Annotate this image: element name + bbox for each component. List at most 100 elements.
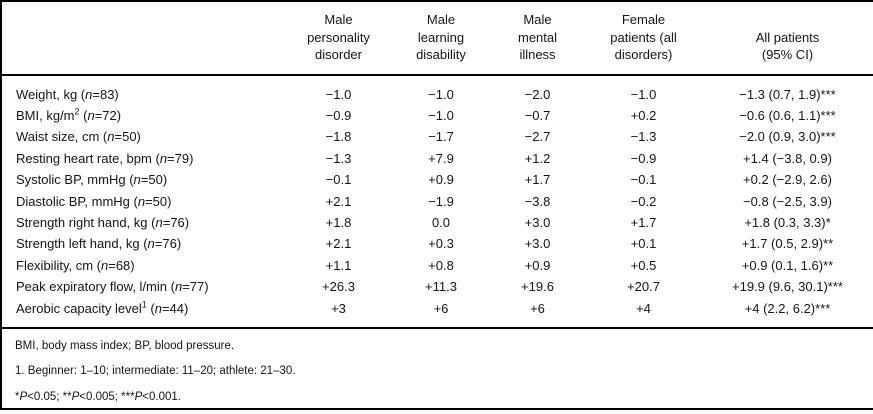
row-label: Aerobic capacity level1 (n=44): [16, 299, 189, 316]
value-cell: +1.7: [630, 214, 657, 230]
value-cell: −0.8 (−2.5, 3.9): [743, 193, 832, 209]
footnote-significance: *P<0.05; **P<0.005; ***P<0.001.: [15, 391, 873, 404]
row-label: Strength left hand, kg (n=76): [16, 236, 182, 252]
superscript: 2: [74, 106, 80, 117]
table-row: Resting heart rate, bpm (n=79) −1.3 +7.9 +1…: [2, 148, 873, 169]
value-cell: −1.3 (0.7, 1.9)***: [739, 86, 836, 102]
value-cell: +1.7: [524, 172, 551, 188]
results-table: Male personality disorder Male learning …: [2, 2, 873, 329]
value-cell: +4 (2.2, 6.2)***: [744, 300, 831, 316]
value-cell: +1.4 (−3.8, 0.9): [743, 150, 832, 166]
value-cell: +0.3: [428, 236, 454, 252]
row-label: Systolic BP, mmHg (n=50): [16, 172, 168, 188]
sig-star-1: *: [15, 390, 20, 403]
column-header-all-patients: All patients (95% CI): [702, 2, 873, 76]
sig-p-3: P: [134, 390, 143, 403]
superscript: 1: [141, 299, 147, 310]
table-row: Strength right hand, kg (n=76) +1.8 0.0 +3.…: [2, 212, 873, 233]
row-label: Weight, kg (n=83): [16, 86, 119, 102]
table-row: Flexibility, cm (n=68) +1.1 +0.8 +0.9 +0.5 +0…: [2, 255, 873, 276]
row-label: Resting heart rate, bpm (n=79): [16, 150, 194, 166]
value-cell: +26.3: [322, 279, 355, 295]
n-symbol: n: [155, 214, 163, 230]
value-cell: +2.1: [325, 193, 352, 209]
value-cell: +6: [530, 300, 545, 316]
value-cell: −0.7: [524, 107, 551, 123]
value-cell: −1.3: [325, 150, 352, 166]
row-label: Waist size, cm (n=50): [16, 129, 141, 145]
value-cell: +19.6: [521, 279, 554, 295]
value-cell: −3.8: [524, 193, 551, 209]
value-cell: −2.0 (0.9, 3.0)***: [739, 129, 836, 145]
value-cell: −1.9: [428, 193, 454, 209]
value-cell: 0.0: [431, 214, 451, 230]
sig-val-3: <0.001.: [142, 390, 181, 403]
column-header-male-learning-disability: Male learning disability: [392, 2, 490, 76]
value-cell: +1.8: [325, 214, 352, 230]
table-row: BMI, kg/m2 (n=72) −0.9 −1.0 −0.7 +0.2 −0.6 (0…: [2, 105, 873, 126]
value-cell: −1.8: [325, 129, 352, 145]
column-header-female-patients: Female patients (all disorders): [585, 2, 702, 76]
value-cell: +3.0: [524, 236, 551, 252]
table-row: Weight, kg (n=83) −1.0 −1.0 −2.0 −1.0 −1.3 (0…: [2, 75, 873, 105]
table-row: Aerobic capacity level1 (n=44) +3 +6 +6 +4 +4…: [2, 298, 873, 328]
n-symbol: n: [147, 236, 155, 252]
table-header: Male personality disorder Male learning …: [2, 2, 873, 76]
value-cell: +7.9: [428, 150, 454, 166]
footnote-scale: 1. Beginner: 1–10; intermediate: 11–20; …: [15, 365, 296, 378]
value-cell: +1.7 (0.5, 2.9)**: [741, 236, 834, 252]
value-cell: −2.0: [524, 86, 551, 102]
value-cell: −1.0: [428, 86, 454, 102]
value-cell: +11.3: [425, 279, 457, 295]
row-label: Strength right hand, kg (n=76): [16, 214, 190, 230]
value-cell: +1.2: [524, 150, 551, 166]
sig-p-2: P: [71, 390, 80, 403]
value-cell: −0.1: [325, 172, 352, 188]
value-cell: +6: [433, 300, 449, 316]
value-cell: −1.3: [630, 129, 657, 145]
value-cell: −1.7: [428, 129, 454, 145]
row-label: Diastolic BP, mmHg (n=50): [16, 193, 172, 209]
value-cell: +19.9 (9.6, 30.1)***: [732, 279, 843, 295]
value-cell: +4: [636, 300, 651, 316]
value-cell: +0.5: [630, 257, 657, 273]
value-cell: +0.2 (−2.9, 2.6): [743, 172, 832, 188]
value-cell: −0.2: [630, 193, 657, 209]
n-symbol: n: [87, 107, 95, 123]
value-cell: −1.0: [325, 86, 352, 102]
value-cell: +0.1: [630, 236, 657, 252]
n-symbol: n: [101, 257, 109, 273]
results-table-body: Weight, kg (n=83) −1.0 −1.0 −2.0 −1.0 −1.3 (0…: [2, 75, 873, 328]
n-symbol: n: [174, 279, 183, 295]
value-cell: +20.7: [627, 279, 660, 295]
n-symbol: n: [137, 193, 146, 209]
value-cell: −2.7: [524, 129, 551, 145]
n-symbol: n: [133, 172, 141, 188]
footnotes: BMI, body mass index; BP, blood pressure…: [2, 329, 873, 404]
table-row: Diastolic BP, mmHg (n=50) +2.1 −1.9 −3.8 −0.…: [2, 191, 873, 212]
value-cell: +0.8: [428, 257, 454, 273]
value-cell: +2.1: [325, 236, 352, 252]
table-row: Strength left hand, kg (n=76) +2.1 +0.3 +3.…: [2, 233, 873, 254]
value-cell: −0.9: [325, 107, 352, 123]
value-cell: +3: [331, 300, 346, 316]
row-label: BMI, kg/m2 (n=72): [16, 106, 122, 123]
value-cell: +0.9 (0.1, 1.6)**: [741, 257, 834, 273]
footnote-abbreviations: BMI, body mass index; BP, blood pressure…: [15, 339, 235, 352]
sig-p-1: P: [19, 390, 28, 403]
row-label: Peak expiratory flow, l/min (n=77): [16, 279, 209, 295]
n-symbol: n: [159, 150, 168, 166]
n-symbol: n: [107, 129, 115, 145]
column-header-male-personality-disorder: Male personality disorder: [285, 2, 392, 76]
value-cell: +1.8 (0.3, 3.3)*: [744, 214, 831, 230]
value-cell: −1.0: [630, 86, 657, 102]
sig-val-2: <0.005;: [79, 390, 122, 403]
sig-val-1: <0.05;: [27, 390, 63, 403]
table-row: Waist size, cm (n=50) −1.8 −1.7 −2.7 −1.3 −2.…: [2, 126, 873, 147]
value-cell: +1.1: [325, 257, 352, 273]
value-cell: +0.2: [630, 107, 657, 123]
value-cell: −1.0: [428, 107, 454, 123]
column-header-male-mental-illness: Male mental illness: [490, 2, 585, 76]
row-label: Flexibility, cm (n=68): [16, 257, 135, 273]
